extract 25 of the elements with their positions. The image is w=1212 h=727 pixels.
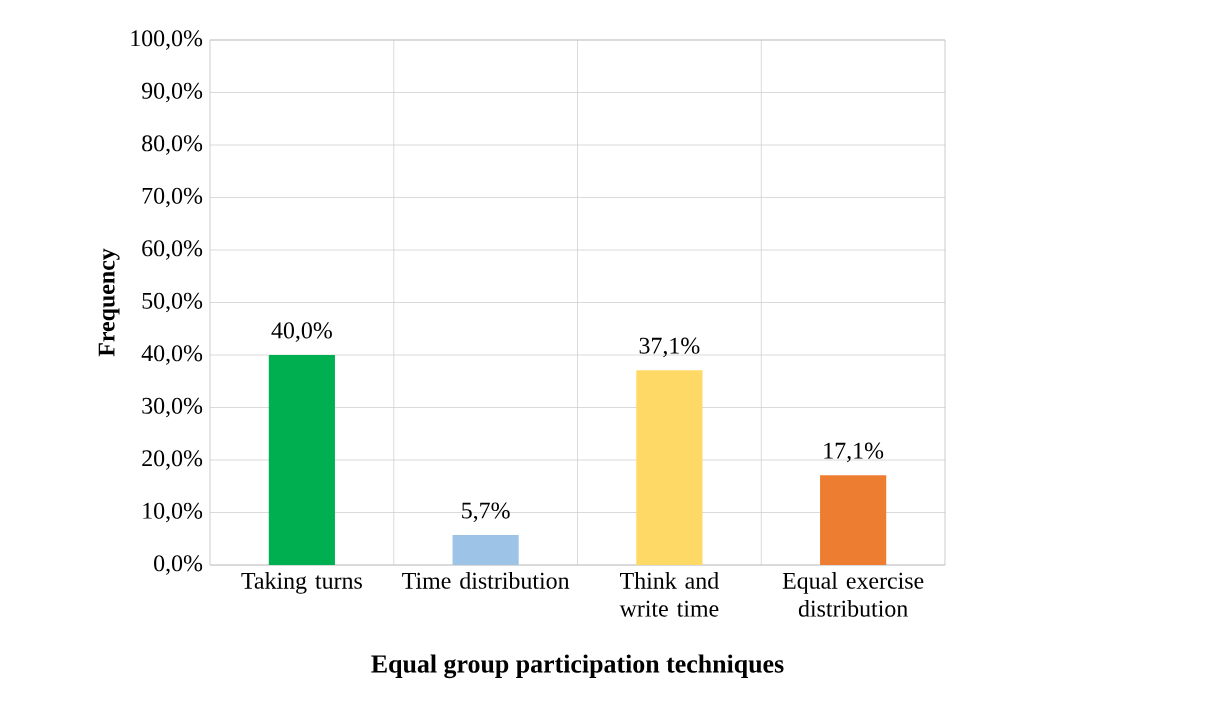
data-label: 17,1% bbox=[824, 442, 884, 463]
bar bbox=[268, 355, 335, 565]
y-tick-label: 100,0% bbox=[131, 30, 203, 50]
y-tick-label: 40,0% bbox=[141, 345, 203, 365]
bar bbox=[636, 370, 703, 565]
y-tick-label: 50,0% bbox=[142, 292, 203, 313]
y-axis-title: Frequency bbox=[98, 248, 120, 357]
y-tick-label: 90,0% bbox=[141, 82, 203, 103]
data-label: 5,7% bbox=[462, 502, 510, 523]
bar bbox=[820, 475, 887, 565]
x-tick-label: Equal exercise distribution bbox=[782, 572, 924, 617]
y-tick-label: 70,0% bbox=[142, 187, 203, 208]
y-tick-label: 0,0% bbox=[154, 555, 203, 575]
x-axis-title: Equal group participation techniques bbox=[371, 654, 784, 679]
x-tick-label: Taking turns bbox=[241, 572, 362, 594]
bar bbox=[452, 535, 519, 565]
y-tick-label: 30,0% bbox=[142, 397, 203, 418]
y-tick-label: 10,0% bbox=[143, 502, 203, 523]
x-tick-label: Think and write time bbox=[619, 572, 719, 617]
y-tick-label: 80,0% bbox=[142, 135, 203, 155]
data-label: 37,1% bbox=[639, 337, 700, 358]
data-label: 40,0% bbox=[271, 322, 332, 342]
x-tick-label: Time distribution bbox=[402, 572, 570, 589]
y-tick-label: 60,0% bbox=[142, 240, 203, 260]
y-tick-label: 20,0% bbox=[142, 450, 203, 470]
